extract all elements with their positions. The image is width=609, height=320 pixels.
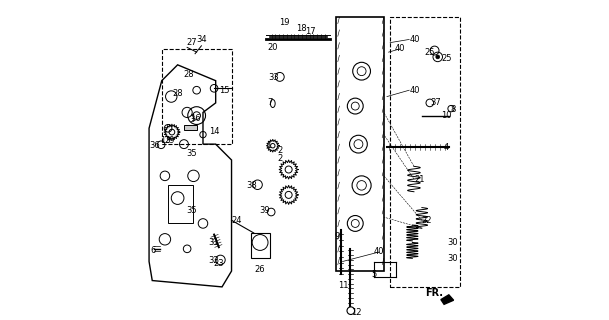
Text: 20: 20 <box>267 43 278 52</box>
Text: 26: 26 <box>255 265 266 274</box>
Text: 9: 9 <box>334 232 339 241</box>
Text: 19: 19 <box>279 18 289 27</box>
Text: 5: 5 <box>371 270 377 279</box>
Text: 28: 28 <box>183 70 194 79</box>
Text: 17: 17 <box>306 27 316 36</box>
Text: 22: 22 <box>422 216 432 225</box>
Text: 8: 8 <box>451 105 456 114</box>
Text: 40: 40 <box>395 44 405 53</box>
Text: 2: 2 <box>278 146 283 155</box>
Text: 21: 21 <box>414 174 424 184</box>
Text: 6: 6 <box>150 246 155 255</box>
Text: 28: 28 <box>172 89 183 98</box>
Bar <box>390 17 460 287</box>
Text: 37: 37 <box>430 99 440 108</box>
Text: 15: 15 <box>219 86 230 95</box>
Text: 16: 16 <box>190 114 200 123</box>
Text: 32: 32 <box>209 256 219 265</box>
Text: 33: 33 <box>269 73 279 82</box>
Text: 38: 38 <box>246 181 257 190</box>
Text: 18: 18 <box>296 24 307 33</box>
Bar <box>168 185 194 223</box>
Text: 27: 27 <box>186 38 197 47</box>
Text: 24: 24 <box>231 216 242 225</box>
Text: 35: 35 <box>186 206 197 215</box>
Text: 39: 39 <box>259 206 270 215</box>
Text: 12: 12 <box>351 308 361 317</box>
Text: 31: 31 <box>209 238 219 247</box>
Text: 40: 40 <box>409 86 420 95</box>
Text: 1: 1 <box>266 141 271 150</box>
Text: 25: 25 <box>424 48 435 57</box>
Text: 29: 29 <box>164 136 175 145</box>
Bar <box>162 49 231 144</box>
Text: 14: 14 <box>209 127 219 136</box>
Text: FR.: FR. <box>425 288 443 298</box>
Text: 40: 40 <box>374 247 384 257</box>
Bar <box>250 233 270 258</box>
Text: 25: 25 <box>441 54 451 63</box>
Text: 13: 13 <box>160 136 171 146</box>
Text: 10: 10 <box>441 111 451 120</box>
Circle shape <box>436 55 440 59</box>
Text: 11: 11 <box>339 281 349 290</box>
Bar <box>184 125 197 130</box>
Text: 35: 35 <box>186 149 197 158</box>
Text: 30: 30 <box>447 238 458 247</box>
Text: 2: 2 <box>278 154 283 163</box>
Text: 3: 3 <box>189 115 194 124</box>
Polygon shape <box>441 295 454 304</box>
Text: 36: 36 <box>149 141 160 150</box>
Text: 4: 4 <box>444 143 449 152</box>
Text: 30: 30 <box>447 254 458 263</box>
Text: 23: 23 <box>214 259 224 268</box>
Text: 7: 7 <box>267 99 273 108</box>
Text: 40: 40 <box>409 35 420 44</box>
Text: 34: 34 <box>196 35 206 44</box>
